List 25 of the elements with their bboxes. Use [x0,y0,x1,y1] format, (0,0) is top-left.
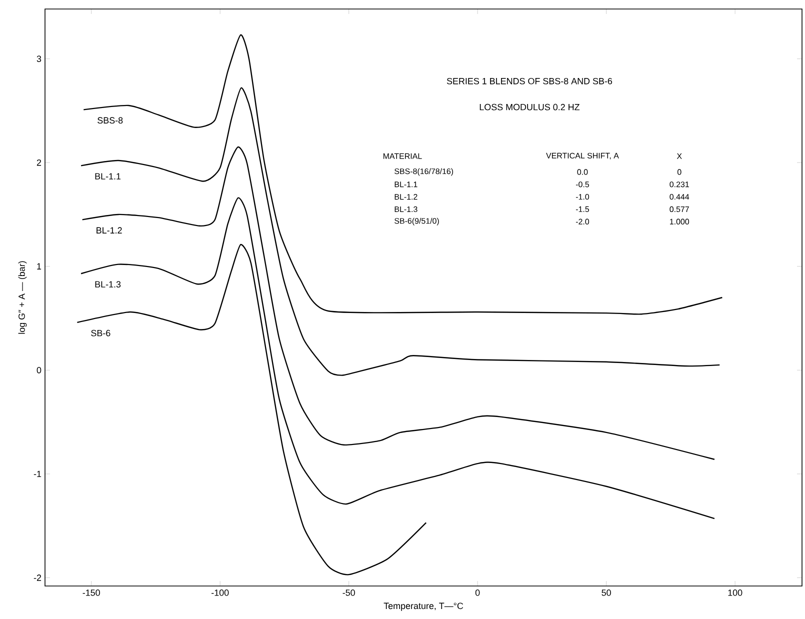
y-tick-label: 2 [36,159,42,166]
y-tick-label: 3 [36,56,42,62]
x-tick-label: 0 [475,590,480,596]
series-label: BL-1.2 [96,227,122,234]
y-axis-title: log G″ + A — (bar) [18,261,27,334]
x-tick-label: 50 [602,590,611,596]
y-tick-label: 1 [37,263,42,270]
x-tick-label: -150 [82,590,100,596]
text: LOSS MODULUS 0.2 HZ [480,104,580,110]
x-axis-title: Temperature, T—°C [384,602,464,611]
text: SERIES 1 BLENDS OF SBS-8 AND SB-6 [446,78,612,84]
series-label: SBS-8 [98,117,123,124]
series-label: BL-1.1 [95,173,121,180]
y-tick-label: -1 [34,470,42,478]
line-series [76,244,427,576]
y-tick-label: -2 [34,574,42,581]
x-tick-label: -100 [212,590,229,596]
line-series [82,146,716,460]
series-label: SB-6 [91,330,110,336]
series-label: BL-1.3 [95,281,121,288]
x-tick-label: -50 [342,590,355,596]
line-series [80,87,720,376]
y-tick-label: 0 [36,366,42,374]
x-tick-label: 100 [728,590,742,596]
line-series [83,34,723,315]
